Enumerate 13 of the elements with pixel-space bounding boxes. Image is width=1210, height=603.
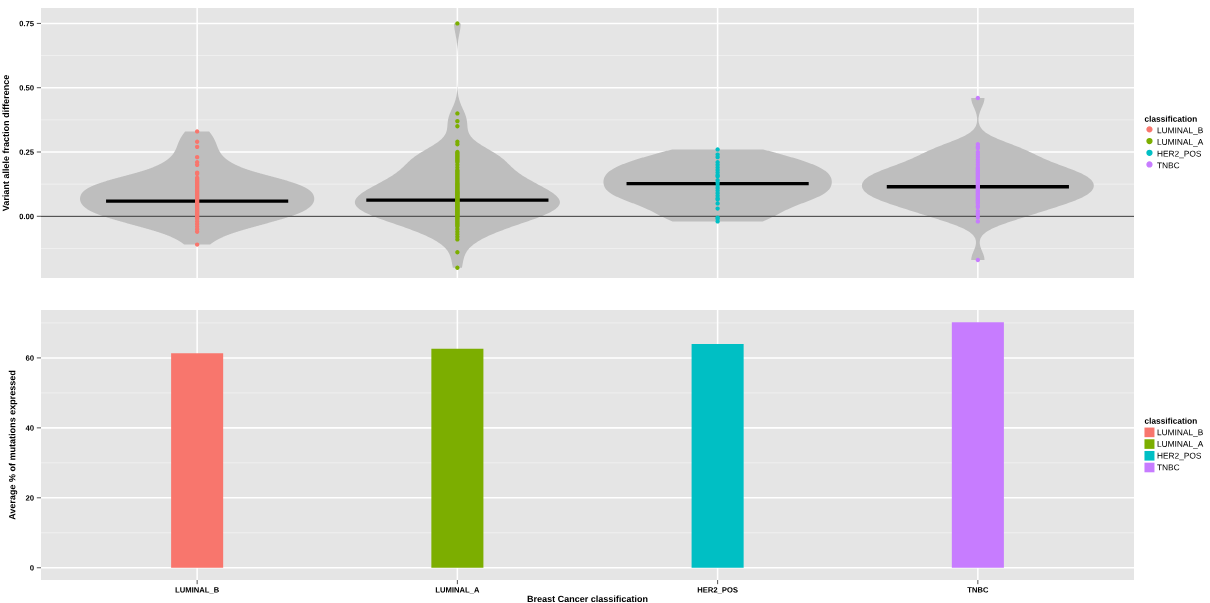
legend-label: LUMINAL_A	[1157, 441, 1204, 449]
y-axis-title: Average % of mutations expressed	[8, 370, 18, 520]
legend-title: classification	[1144, 417, 1197, 424]
legend-label: LUMINAL_A	[1157, 139, 1204, 147]
legend-label: LUMINAL_B	[1157, 127, 1203, 135]
legend-label: TNBC	[1157, 464, 1180, 471]
x-axis-title: Breast Cancer classification	[527, 595, 648, 603]
legend-label: HER2_POS	[1157, 452, 1202, 461]
legend-label: TNBC	[1157, 162, 1180, 169]
legend-label: LUMINAL_B	[1157, 429, 1203, 437]
y-axis-title: Variant allele fraction difference	[2, 75, 10, 212]
legend-title: classification	[1144, 115, 1197, 122]
legend-label: HER2_POS	[1157, 150, 1202, 159]
